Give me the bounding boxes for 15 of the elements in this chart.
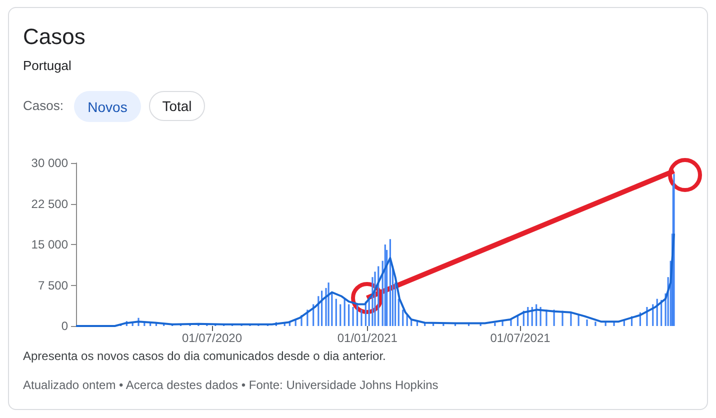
chart-title: Casos [23,24,86,50]
chart-subtitle: Portugal [23,58,72,73]
y-tick-label: 0 [61,319,68,333]
text: Apresenta os novos casos do dia comunicados desde o dia anterior. [23,349,386,363]
x-tick-label: 01/07/2021 [490,331,551,345]
y-tick-label: 30 000 [31,156,68,170]
text: Casos: [23,98,64,113]
y-tick-label: 15 000 [31,238,68,252]
text: Total [149,91,205,121]
text: Atualizado ontem • Acerca destes dados • Fonte: Universidade Johns Hopkins [23,378,438,392]
text: Novos [74,91,141,122]
x-tick-label: 01/07/2020 [182,331,242,345]
y-tick-label: 7 500 [38,278,68,292]
y-tick-label: 22 500 [31,196,68,211]
x-tick-label: 01/01/2021 [337,331,398,345]
